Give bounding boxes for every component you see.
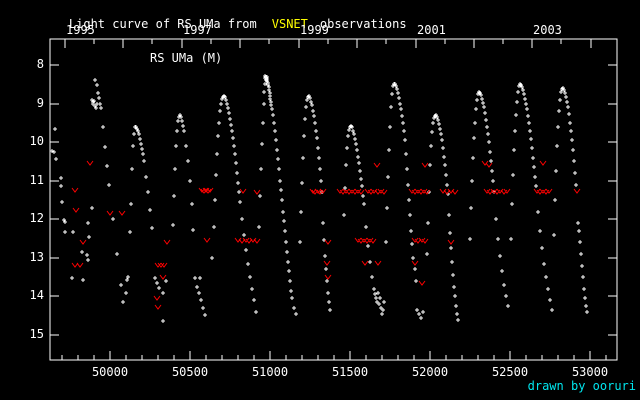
- vsnet-label: VSNET: [271, 17, 308, 31]
- y-axis-tick-label: 10: [29, 134, 44, 148]
- chart-title-suffix: observations: [319, 17, 407, 31]
- y-axis-tick-label: 13: [29, 250, 44, 264]
- x-axis-tick-label: 51500: [331, 365, 369, 379]
- x-axis-tick-label: 53000: [571, 365, 609, 379]
- credit-text: drawn by ooruri: [527, 379, 636, 393]
- observation-points: [50, 74, 589, 323]
- y-axis-tick-label: 8: [36, 57, 44, 71]
- chart-title: Light curve of RS UMa from VSNET observati…: [40, 3, 407, 45]
- y-axis-tick-label: 14: [29, 288, 44, 302]
- y-axis-tick-label: 12: [29, 211, 44, 225]
- x-axis-tick-label: 50500: [171, 365, 209, 379]
- x-axis-tick-label: 52500: [491, 365, 529, 379]
- year-tick-label: 1997: [183, 23, 212, 37]
- limit-points: [71, 160, 581, 310]
- x-axis-tick-label: 51000: [251, 365, 289, 379]
- year-tick-label: 1995: [66, 23, 95, 37]
- x-axis-tick-label: 50000: [91, 365, 129, 379]
- x-axis-tick-label: 52000: [411, 365, 449, 379]
- chart-title-text: Light curve of RS UMa from: [68, 17, 257, 31]
- y-axis-tick-label: 11: [29, 173, 44, 187]
- year-tick-label: 2003: [533, 23, 562, 37]
- y-axis-tick-label: 9: [36, 96, 44, 110]
- plot-frame: [49, 38, 618, 361]
- y-axis-tick-label: 15: [29, 327, 44, 341]
- star-name-label: RS UMa (M): [150, 51, 223, 65]
- year-tick-label: 2001: [417, 23, 446, 37]
- axis-ticks: [50, 39, 617, 360]
- year-tick-label: 1999: [300, 23, 329, 37]
